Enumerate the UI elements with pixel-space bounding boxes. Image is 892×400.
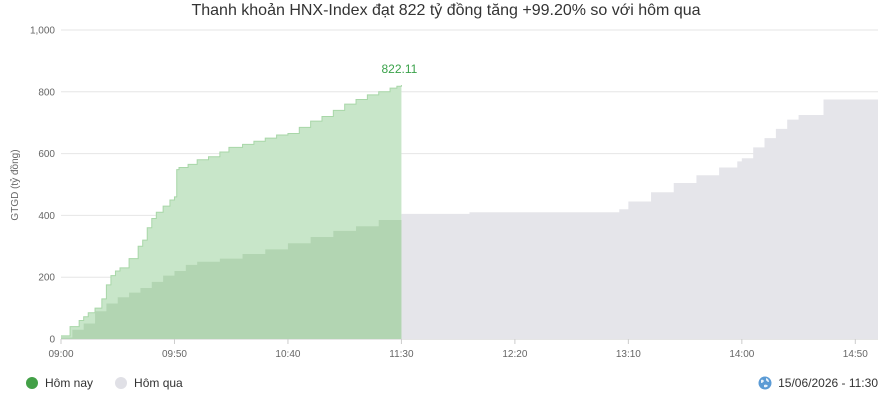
legend-dot-yesterday [115,377,128,389]
peak-value-label: 822.11 [382,62,418,76]
legend-label-yesterday: Hôm qua [134,376,183,390]
y-axis-label: GTGD (tỷ đồng) [9,149,21,220]
legend: Hôm nay Hôm qua [26,376,205,390]
legend-dot-today [26,377,38,389]
y-tick-label: 400 [38,211,55,222]
chart-areas [61,84,878,340]
legend-item-yesterday[interactable]: Hôm qua [115,376,183,390]
series-today-line [61,84,402,337]
timestamp-text: 15/06/2026 - 11:30 [778,376,878,390]
y-tick-label: 600 [38,149,55,160]
x-tick-label: 13:10 [616,349,641,360]
axes: 0 200 400 600 800 1,000 09:00 09:50 10:40 11:30 12… [30,26,868,361]
x-tick-label: 14:50 [843,349,868,360]
x-tick-label: 11:30 [389,349,414,360]
x-tick-label: 09:50 [162,349,187,360]
y-tick-label: 200 [38,273,55,284]
y-tick-label: 800 [38,87,55,98]
x-tick-label: 12:20 [502,349,527,360]
y-tick-label: 0 [49,335,55,346]
x-tick-label: 14:00 [729,349,754,360]
chart-title: Thanh khoản HNX-Index đạt 822 tỷ đồng tă… [191,2,701,19]
legend-label-today: Hôm nay [45,376,94,390]
x-tick-label: 10:40 [275,349,300,360]
liquidity-chart: 0 200 400 600 800 1,000 09:00 09:50 10:40 11:30 12… [9,26,878,361]
x-tick-label: 09:00 [48,349,73,360]
globe-icon [758,376,772,390]
legend-item-today[interactable]: Hôm nay [26,376,93,390]
series-overlap-area [61,213,402,339]
update-timestamp: 15/06/2026 - 11:30 [758,376,878,390]
y-tick-label: 1,000 [30,26,55,37]
